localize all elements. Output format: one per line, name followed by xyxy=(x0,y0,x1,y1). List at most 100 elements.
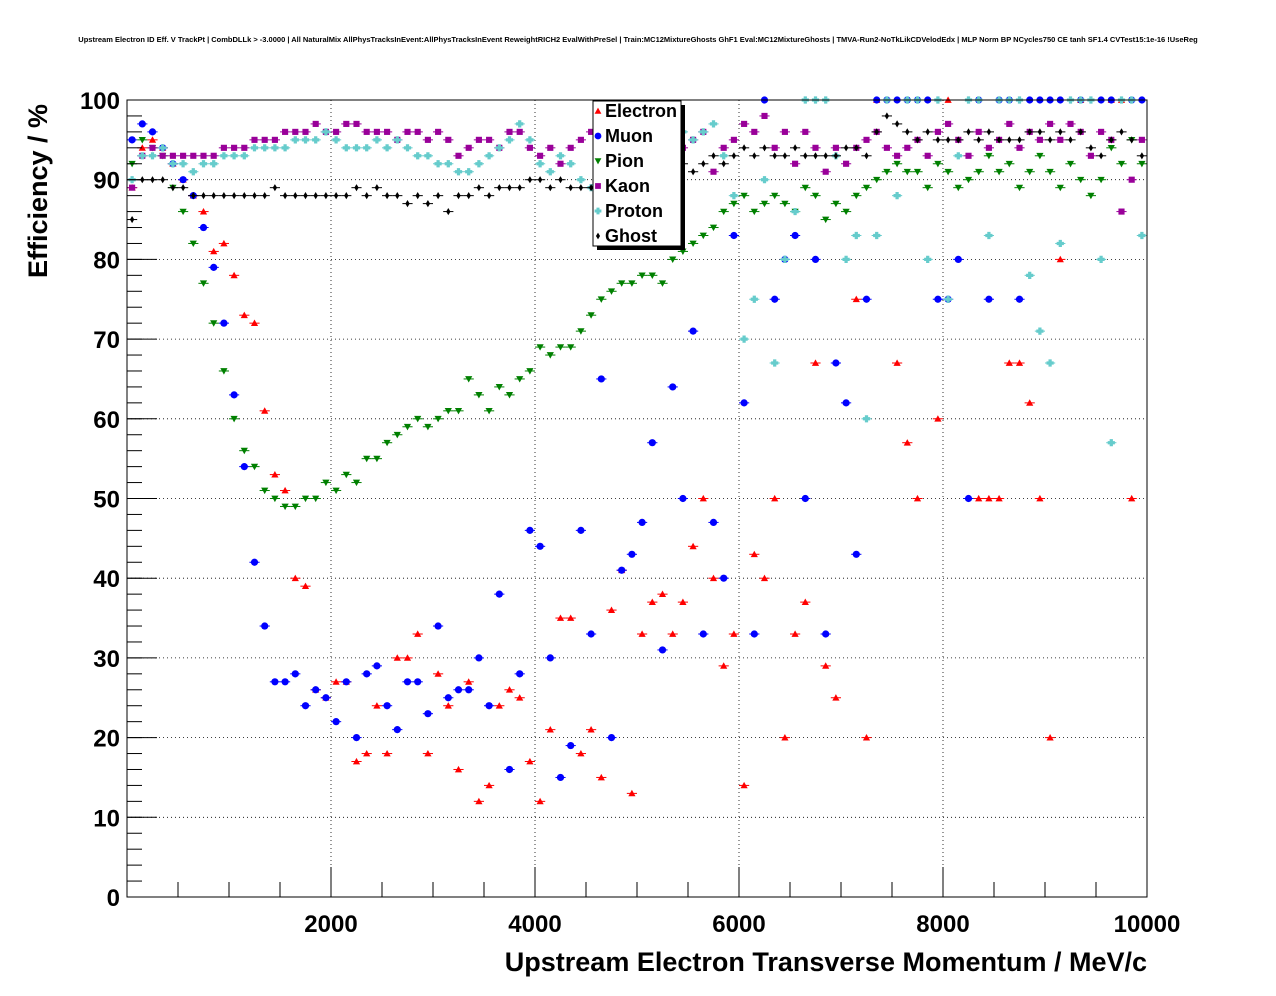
data-point xyxy=(618,280,626,287)
data-point xyxy=(148,136,157,143)
data-point xyxy=(364,192,369,200)
data-point xyxy=(822,216,830,224)
data-point xyxy=(373,136,381,144)
data-point xyxy=(1129,136,1134,144)
data-point xyxy=(556,344,565,351)
data-point xyxy=(854,144,859,152)
data-point xyxy=(731,152,737,160)
data-point xyxy=(1005,359,1013,366)
legend: Electron Muon Pion Kaon Proton Ghost xyxy=(592,100,685,250)
data-point xyxy=(354,184,359,192)
series-ghost xyxy=(127,112,1147,224)
data-point xyxy=(403,423,412,431)
y-tick-label: 40 xyxy=(93,566,120,593)
data-point xyxy=(833,152,839,160)
data-point xyxy=(934,415,942,422)
data-point xyxy=(1067,120,1074,127)
data-point xyxy=(1036,152,1044,160)
data-point xyxy=(832,144,839,151)
data-point xyxy=(588,128,595,135)
data-point xyxy=(240,152,248,160)
data-point xyxy=(811,192,820,200)
legend-marker xyxy=(594,107,602,114)
data-point xyxy=(548,184,553,192)
legend-box xyxy=(592,100,682,247)
data-point xyxy=(475,136,482,143)
data-point xyxy=(1138,231,1146,240)
data-point xyxy=(526,757,534,765)
data-point xyxy=(781,255,789,263)
data-point xyxy=(363,144,371,152)
data-point xyxy=(954,255,962,263)
x-tick-label: 10000 xyxy=(1114,911,1181,938)
data-point xyxy=(556,614,565,621)
y-tick-label: 80 xyxy=(93,247,120,274)
data-point xyxy=(403,144,412,152)
data-point xyxy=(822,168,829,175)
data-point xyxy=(577,749,585,757)
data-point xyxy=(1046,359,1054,367)
data-point xyxy=(516,376,524,383)
data-point xyxy=(588,184,594,192)
data-point xyxy=(374,184,380,192)
data-point xyxy=(199,223,208,232)
data-point xyxy=(190,152,197,159)
data-point xyxy=(852,231,860,240)
legend-label-kaon: Kaon xyxy=(605,176,650,196)
data-point xyxy=(220,319,228,327)
data-point xyxy=(985,152,993,160)
data-point xyxy=(587,630,595,638)
data-point xyxy=(689,542,697,550)
data-point xyxy=(873,231,881,240)
data-point xyxy=(658,646,667,654)
data-point xyxy=(730,200,738,208)
data-point xyxy=(1087,152,1094,159)
data-point xyxy=(558,176,563,184)
data-point xyxy=(863,136,870,143)
data-point xyxy=(567,614,575,621)
data-point xyxy=(424,136,431,143)
data-point xyxy=(516,128,523,135)
data-point xyxy=(332,718,340,726)
y-tick-label: 60 xyxy=(93,407,120,434)
data-point xyxy=(1109,136,1114,144)
data-point xyxy=(160,176,165,184)
data-point xyxy=(913,168,922,176)
data-point xyxy=(741,144,747,152)
data-point xyxy=(1047,120,1054,127)
data-point xyxy=(353,120,360,127)
data-point xyxy=(546,352,554,359)
data-point xyxy=(883,168,891,176)
data-point xyxy=(434,415,442,423)
data-point xyxy=(352,144,361,152)
data-point xyxy=(730,136,737,143)
data-point xyxy=(434,622,442,630)
data-point xyxy=(1118,208,1125,215)
data-point xyxy=(864,152,869,160)
data-point xyxy=(303,192,308,200)
data-point xyxy=(129,215,135,224)
data-point xyxy=(465,168,473,176)
data-point xyxy=(568,184,573,192)
data-point xyxy=(516,694,524,701)
data-point xyxy=(261,622,269,630)
data-point xyxy=(261,487,269,495)
data-point xyxy=(996,136,1002,144)
data-point xyxy=(701,160,706,168)
data-point xyxy=(669,383,677,391)
data-point xyxy=(954,152,962,160)
data-point xyxy=(740,399,748,407)
data-point xyxy=(546,654,554,662)
data-point xyxy=(944,295,952,303)
data-point xyxy=(874,128,879,136)
data-point xyxy=(1015,295,1024,303)
data-point xyxy=(781,200,789,208)
data-point xyxy=(250,463,259,471)
data-point xyxy=(903,168,911,176)
data-point xyxy=(893,359,901,366)
data-point xyxy=(985,144,992,151)
data-point xyxy=(262,192,267,200)
data-point xyxy=(261,136,268,143)
data-point xyxy=(383,702,391,710)
data-point xyxy=(711,152,716,160)
